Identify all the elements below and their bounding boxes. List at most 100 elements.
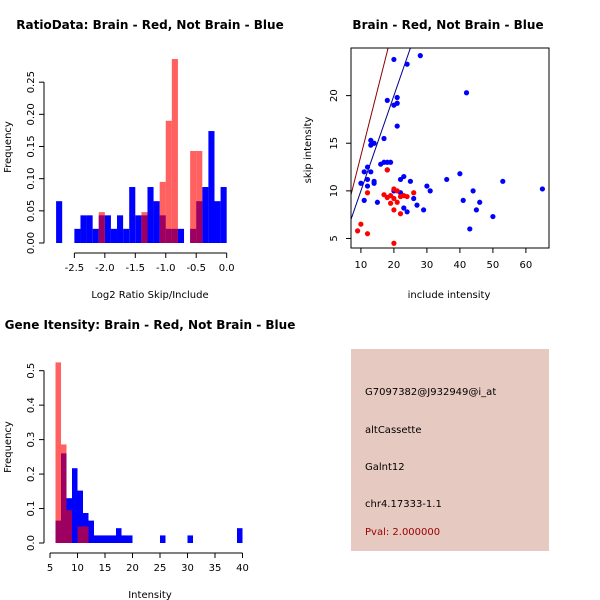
notbrain-point [384, 97, 390, 103]
brain-point [394, 188, 400, 194]
y-tick-label: 0.3 [26, 432, 37, 448]
ratio-axes: -2.5 -2.0 -1.5 -1.0 -0.5 0.0 0.00 0.05 0.10 0.15 0… [26, 71, 235, 274]
notbrain-bar [94, 535, 100, 543]
notbrain-point [381, 135, 387, 142]
brain-bar [55, 362, 61, 543]
gene-ylabel: Frequency [3, 421, 14, 473]
notbrain-bar [177, 228, 185, 243]
notbrain-point [417, 53, 423, 59]
brain-bar [66, 510, 72, 543]
notbrain-point [421, 207, 427, 213]
notbrain-point [361, 169, 367, 175]
brain-bar [196, 151, 203, 243]
brain-point [364, 231, 371, 237]
ratio-ylabel: Frequency [3, 121, 14, 173]
genomic-location: chr4.17333-1.1 [365, 499, 442, 510]
brain-bar [83, 526, 89, 543]
y-tick-label: 0.4 [26, 397, 37, 413]
x-tick-label: 60 [520, 260, 533, 271]
notbrain-bar [208, 131, 215, 243]
gene-name: Galnt12 [365, 462, 405, 473]
brain-bar [159, 181, 166, 243]
notbrain-point [473, 207, 479, 213]
probe-id: G7097382@J932949@i_at [365, 387, 497, 398]
brain-point [391, 207, 397, 213]
notbrain-bar [72, 468, 78, 543]
notbrain-bar [88, 520, 94, 543]
notbrain-point [401, 205, 407, 211]
notbrain-bar [147, 187, 154, 243]
notbrain-point [364, 164, 371, 170]
x-tick-label: -2.5 [65, 263, 85, 274]
brain-point [411, 190, 417, 196]
notbrain-bar [220, 187, 227, 243]
x-tick-label: 40 [454, 260, 467, 271]
notbrain-point [467, 226, 473, 232]
scatter-axes: 10 20 30 40 50 60 5 10 15 20 [329, 47, 550, 271]
notbrain-bar [110, 228, 118, 243]
notbrain-bar [123, 228, 130, 243]
y-tick-label: 0.10 [26, 168, 37, 190]
notbrain-bar [160, 535, 166, 543]
notbrain-point [539, 186, 546, 192]
notbrain-bar [74, 228, 81, 243]
notbrain-point [404, 209, 410, 215]
notbrain-bar [80, 215, 87, 243]
notbrain-point [394, 123, 400, 129]
notbrain-point [374, 199, 380, 205]
plot-frame [350, 47, 550, 249]
brain-bar [61, 444, 67, 543]
notbrain-point [411, 195, 417, 202]
y-tick-label: 0.00 [26, 232, 37, 254]
brain-point [355, 228, 361, 234]
brain-bar [98, 212, 105, 243]
brain-point [388, 200, 394, 206]
notbrain-bar [127, 535, 133, 543]
brain-point [358, 221, 364, 227]
scatter-xlabel: include intensity [408, 290, 491, 301]
y-tick-label: 5 [329, 235, 340, 241]
notbrain-point [407, 178, 413, 184]
x-tick-label: 40 [236, 563, 249, 574]
y-tick-label: 0.15 [26, 135, 37, 157]
y-tick-label: 0.2 [26, 466, 37, 482]
ratio-title: RatioData: Brain - Red, Not Brain - Blue [16, 18, 283, 32]
notbrain-point [388, 159, 394, 165]
brain-bar [77, 526, 83, 543]
brain-point [391, 195, 397, 202]
x-tick-label: 30 [181, 563, 194, 574]
notbrain-point [470, 188, 476, 194]
scatter-plot-area [351, 48, 411, 220]
scatter-title: Brain - Red, Not Brain - Blue [352, 18, 543, 32]
y-tick-label: 0.1 [26, 501, 37, 517]
x-tick-label: 5 [47, 563, 53, 574]
identity-line [351, 48, 411, 220]
brain-point [364, 190, 371, 196]
notbrain-point [371, 178, 377, 184]
ratio-xlabel: Log2 Ratio Skip/Include [91, 290, 208, 301]
y-tick-label: 0.20 [26, 103, 37, 125]
ratio-bars [56, 59, 227, 243]
notbrain-point [500, 178, 506, 184]
scatter-points [355, 53, 546, 246]
notbrain-bar [116, 528, 122, 543]
notbrain-bar [135, 215, 142, 243]
notbrain-point [444, 176, 450, 183]
notbrain-bar [56, 201, 63, 243]
x-tick-label: 10 [71, 563, 84, 574]
notbrain-bar [237, 528, 243, 543]
notbrain-bar [187, 535, 193, 543]
x-tick-label: 25 [154, 563, 167, 574]
intensity-scatter: Brain - Red, Not Brain - Blue include in… [303, 18, 550, 301]
brain-point [384, 167, 390, 173]
notbrain-bar [117, 215, 124, 243]
notbrain-point [368, 169, 374, 175]
x-tick-label: -0.5 [186, 263, 206, 274]
notbrain-point [404, 61, 410, 67]
notbrain-bar [214, 201, 221, 243]
x-tick-label: -1.5 [126, 263, 146, 274]
brain-bar [165, 120, 172, 243]
x-tick-label: 0.0 [219, 263, 235, 274]
p-value: Pval: 2.000000 [365, 527, 441, 538]
notbrain-point [490, 213, 496, 220]
